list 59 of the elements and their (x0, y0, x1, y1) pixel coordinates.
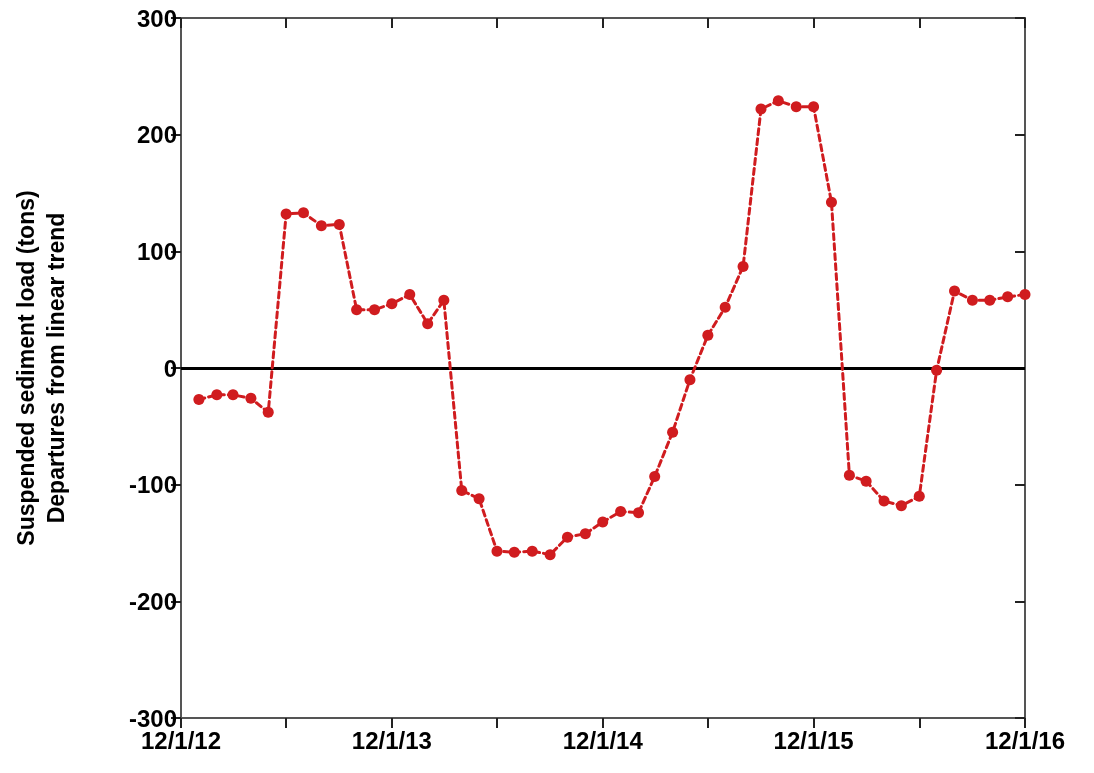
point (913, 490, 925, 502)
point (702, 329, 714, 341)
point (984, 294, 996, 306)
point (860, 475, 872, 487)
point (211, 389, 223, 401)
y-tick-label: 100 (136, 237, 177, 265)
point (262, 406, 274, 418)
point (227, 389, 239, 401)
point (245, 392, 257, 404)
point (333, 219, 345, 230)
point (404, 289, 416, 300)
point (684, 374, 696, 386)
point (755, 103, 767, 115)
point (297, 207, 309, 219)
point (895, 500, 907, 512)
point (544, 549, 556, 561)
point (808, 101, 820, 113)
point (667, 426, 679, 438)
point (351, 304, 363, 316)
point (526, 545, 538, 557)
point (931, 364, 943, 376)
point (491, 545, 503, 557)
y-tick-label: -200 (128, 587, 177, 615)
point (369, 304, 381, 316)
point (386, 298, 398, 310)
point (508, 546, 520, 558)
point (966, 294, 978, 306)
point (790, 101, 802, 113)
y-tick-label: -100 (128, 471, 177, 499)
point (561, 531, 573, 543)
point (1002, 291, 1014, 303)
y-tick-label: 200 (136, 121, 177, 149)
y-tick-label: 300 (136, 4, 177, 32)
y-axis-title: Suspended sediment load (tons) Departures from linear trend (13, 190, 69, 546)
y-tick-label: 0 (163, 354, 177, 382)
point (193, 394, 205, 405)
point (843, 469, 855, 481)
point (422, 318, 434, 330)
point (315, 220, 327, 232)
point (280, 208, 292, 220)
point (949, 285, 961, 297)
point (615, 506, 627, 517)
point (579, 528, 591, 540)
point (878, 495, 890, 507)
point (438, 294, 450, 306)
point (825, 196, 837, 208)
point (649, 471, 661, 482)
point (737, 261, 749, 272)
point (633, 507, 645, 519)
point (1019, 289, 1031, 300)
point (597, 516, 609, 528)
x-tick-label: 12/1/13 (351, 726, 432, 754)
x-tick-label: 12/1/14 (562, 726, 644, 754)
point (772, 95, 784, 107)
point (456, 485, 468, 496)
x-tick-label: 12/1/15 (773, 726, 854, 754)
point (719, 301, 731, 313)
x-tick-label: 12/1/16 (984, 726, 1066, 754)
point (473, 493, 485, 505)
